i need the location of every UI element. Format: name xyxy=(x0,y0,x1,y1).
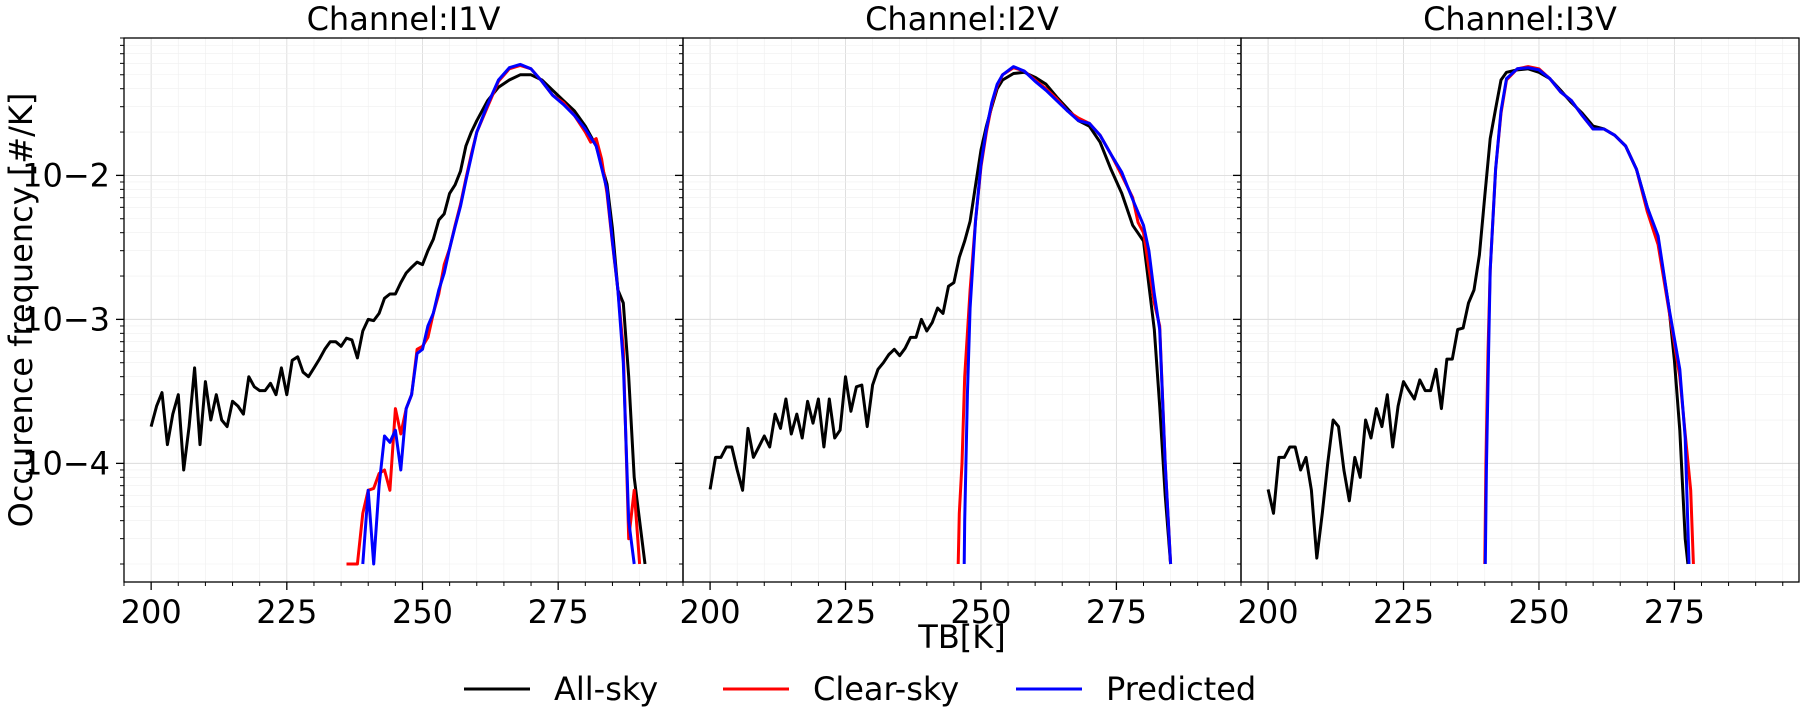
x-tick-label: 250 xyxy=(950,593,1011,631)
panel-3: 200 225 250 275 Channel:I3V xyxy=(1233,0,1800,631)
legend-label: Predicted xyxy=(1106,670,1256,708)
x-tick-label: 275 xyxy=(1644,593,1705,631)
x-tick-label: 200 xyxy=(121,593,182,631)
panel-title: Channel:I2V xyxy=(865,0,1059,38)
series-line-clear-sky xyxy=(956,66,1173,565)
series-line-all-sky xyxy=(1266,67,1690,565)
y-axis-label: Occurence frequency [#/K] xyxy=(2,93,40,528)
x-tick-label: 225 xyxy=(256,593,317,631)
legend: All-sky Clear-sky Predicted xyxy=(464,670,1256,708)
x-tick-label: 225 xyxy=(1373,593,1434,631)
series-line-clear-sky xyxy=(1483,65,1695,565)
plot-frame xyxy=(123,37,684,583)
grid xyxy=(1240,37,1799,582)
x-axis-label: TB[K] xyxy=(917,618,1005,656)
legend-label: Clear-sky xyxy=(813,670,959,708)
x-tick-label: 200 xyxy=(680,593,741,631)
x-tick-label: 200 xyxy=(1238,593,1299,631)
y-tick-label: 10−2 xyxy=(22,156,110,194)
panel-title: Channel:I1V xyxy=(307,0,501,38)
legend-label: All-sky xyxy=(554,670,658,708)
x-tick-label: 275 xyxy=(528,593,589,631)
grid xyxy=(123,37,683,582)
series-line-clear-sky xyxy=(346,64,642,566)
x-tick-label: 250 xyxy=(392,593,453,631)
series-line-predicted xyxy=(361,62,636,566)
panel-title: Channel:I3V xyxy=(1423,0,1617,38)
series-line-all-sky xyxy=(708,70,1173,565)
x-tick-label: 275 xyxy=(1086,593,1147,631)
plot-frame xyxy=(1240,37,1800,583)
series-line-predicted xyxy=(962,65,1173,565)
series-line-predicted xyxy=(1483,66,1691,565)
panel-2: 200 225 250 275 Channel:I2V xyxy=(675,0,1242,631)
y-tick-label: 10−3 xyxy=(22,300,110,338)
panel-1: 200 225 250 275 10−4 10−3 10−2 Channel:I1V xyxy=(22,0,684,631)
x-tick-label: 225 xyxy=(815,593,876,631)
x-tick-label: 250 xyxy=(1508,593,1569,631)
y-tick-label: 10−4 xyxy=(22,444,110,482)
